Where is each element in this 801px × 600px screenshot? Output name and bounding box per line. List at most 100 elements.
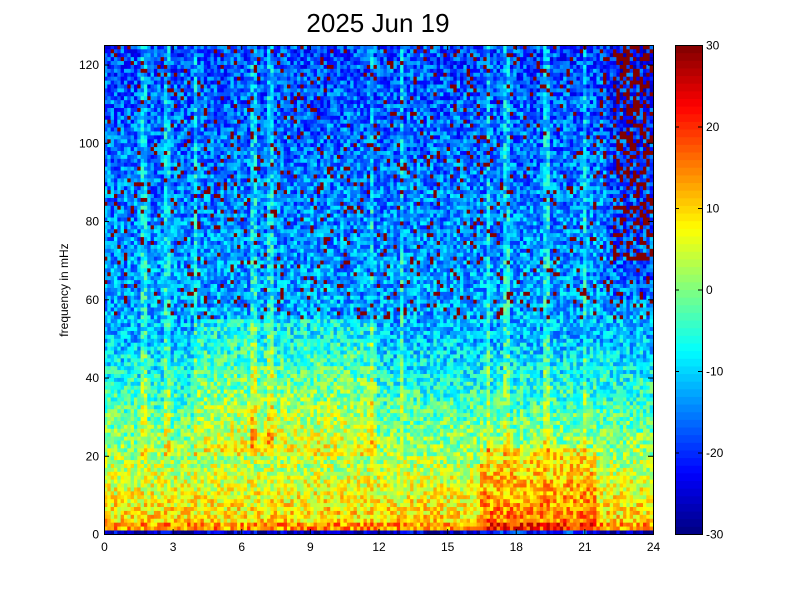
heatmap-cell [143,397,148,402]
heatmap-cell [167,88,171,93]
heatmap-cell [223,526,228,531]
heatmap-cell [220,365,225,371]
heatmap-cell [167,275,171,281]
heatmap-cell [177,174,181,179]
heatmap-cell [157,444,161,449]
heatmap-cell [193,213,198,218]
heatmap-cell [223,314,228,320]
heatmap-cell [197,357,201,363]
heatmap-cell [200,459,205,464]
heatmap-cell [230,236,235,241]
heatmap-cell [147,95,151,101]
heatmap-cell [197,291,201,296]
heatmap-cell [153,397,158,402]
heatmap-cell [193,158,198,163]
heatmap-cell [110,494,115,500]
heatmap-cell [233,412,238,418]
heatmap-cell [110,181,115,187]
heatmap-cell [220,213,225,218]
heatmap-cell [223,232,228,238]
heatmap-cell [110,420,115,425]
heatmap-cell [177,487,181,492]
heatmap-cell [227,490,231,496]
heatmap-cell [167,115,171,120]
heatmap-cell [203,267,208,273]
heatmap-cell [180,326,185,331]
heatmap-cell [183,68,188,73]
heatmap-cell [113,267,118,273]
heatmap-cell [180,502,185,508]
heatmap-cell [143,440,148,445]
heatmap-cell [210,377,215,382]
heatmap-cell [137,162,141,167]
heatmap-cell [207,447,211,453]
heatmap-cell [170,103,175,108]
heatmap-cell [123,181,128,187]
heatmap-cell [187,64,191,69]
heatmap-cell [133,498,138,504]
heatmap-cell [183,178,188,183]
heatmap-cell [210,471,215,476]
heatmap-cell [217,510,221,515]
heatmap-cell [123,506,128,511]
heatmap-cell [157,377,161,382]
heatmap-cell [163,381,168,386]
heatmap-cell [223,389,228,394]
heatmap-cell [140,400,145,406]
heatmap-cell [160,228,165,234]
heatmap-cell [217,447,221,453]
heatmap-cell [190,72,195,77]
heatmap-cell [223,287,228,292]
heatmap-cell [150,330,155,335]
heatmap-cell [120,440,125,445]
heatmap-cell [230,232,235,238]
heatmap-cell [180,436,185,441]
heatmap-cell [170,432,175,437]
heatmap-cell [147,299,151,304]
heatmap-cell [117,357,122,363]
heatmap-cell [150,134,155,140]
heatmap-cell [223,181,228,187]
heatmap-cell [127,189,132,195]
heatmap-cell [200,64,205,69]
heatmap-cell [173,174,178,179]
heatmap-cell [133,256,138,261]
heatmap-cell [220,428,225,433]
heatmap-cell [157,381,161,386]
heatmap-cell [200,354,205,359]
heatmap-cell [117,307,122,312]
heatmap-cell [113,432,118,437]
heatmap-cell [107,424,112,429]
heatmap-cell [160,224,165,230]
heatmap-cell [107,502,112,508]
heatmap-cell [110,447,115,453]
heatmap-cell [190,252,195,257]
heatmap-cell [187,373,191,378]
heatmap-cell [170,236,175,241]
heatmap-cell [130,490,135,496]
heatmap-cell [157,400,161,406]
heatmap-cell [113,404,118,410]
heatmap-cell [213,502,218,508]
heatmap-cell [163,232,168,238]
heatmap-cell [127,95,132,101]
heatmap-cell [113,275,118,281]
heatmap-cell [220,326,225,331]
heatmap-cell [133,271,138,277]
heatmap-cell [193,416,198,421]
heatmap-cell [143,217,148,222]
heatmap-cell [190,99,195,105]
heatmap-cell [143,224,148,230]
heatmap-cell [230,193,235,198]
heatmap-cell [233,142,238,148]
heatmap-cell [130,170,135,175]
heatmap-cell [227,181,231,187]
heatmap-cell [210,123,215,128]
heatmap-cell [187,338,191,343]
heatmap-cell [227,244,231,249]
heatmap-cell [187,365,191,371]
heatmap-cell [123,221,128,226]
heatmap-cell [137,522,141,527]
heatmap-cell [183,354,188,359]
heatmap-cell [170,154,175,159]
